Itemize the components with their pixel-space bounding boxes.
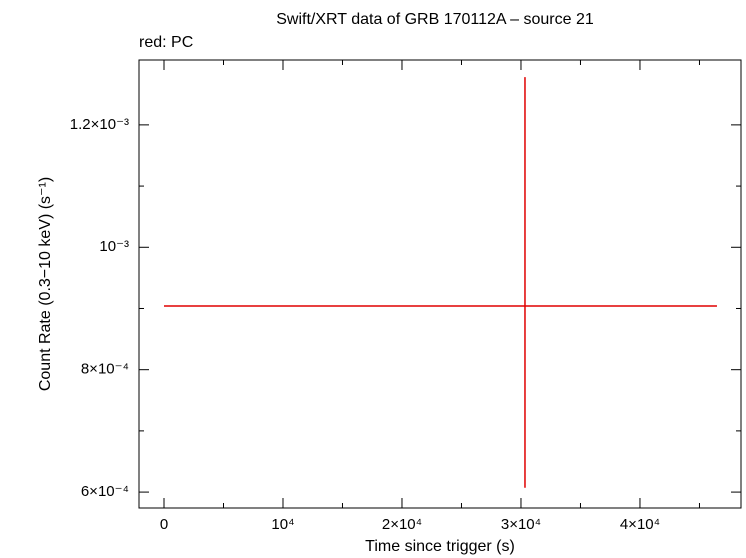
y-axis-label: Count Rate (0.3−10 keV) (s⁻¹) [37,177,54,391]
y-tick-label: 6×10⁻⁴ [81,483,129,500]
plot-frame [138,59,742,509]
y-tick-label: 8×10⁻⁴ [81,361,129,378]
chart-title: Swift/XRT data of GRB 170112A – source 2… [276,11,594,28]
x-tick-label: 2×10⁴ [382,516,422,533]
x-axis-label: Time since trigger (s) [365,538,515,555]
x-tick-label: 4×10⁴ [620,516,660,533]
x-tick-label: 0 [160,516,168,533]
y-tick-label: 10⁻³ [99,238,129,255]
legend-annotation: red: PC [139,34,193,51]
y-tick-label: 1.2×10⁻³ [70,116,129,133]
x-tick-label: 3×10⁴ [501,516,541,533]
x-tick-label: 10⁴ [271,516,294,533]
